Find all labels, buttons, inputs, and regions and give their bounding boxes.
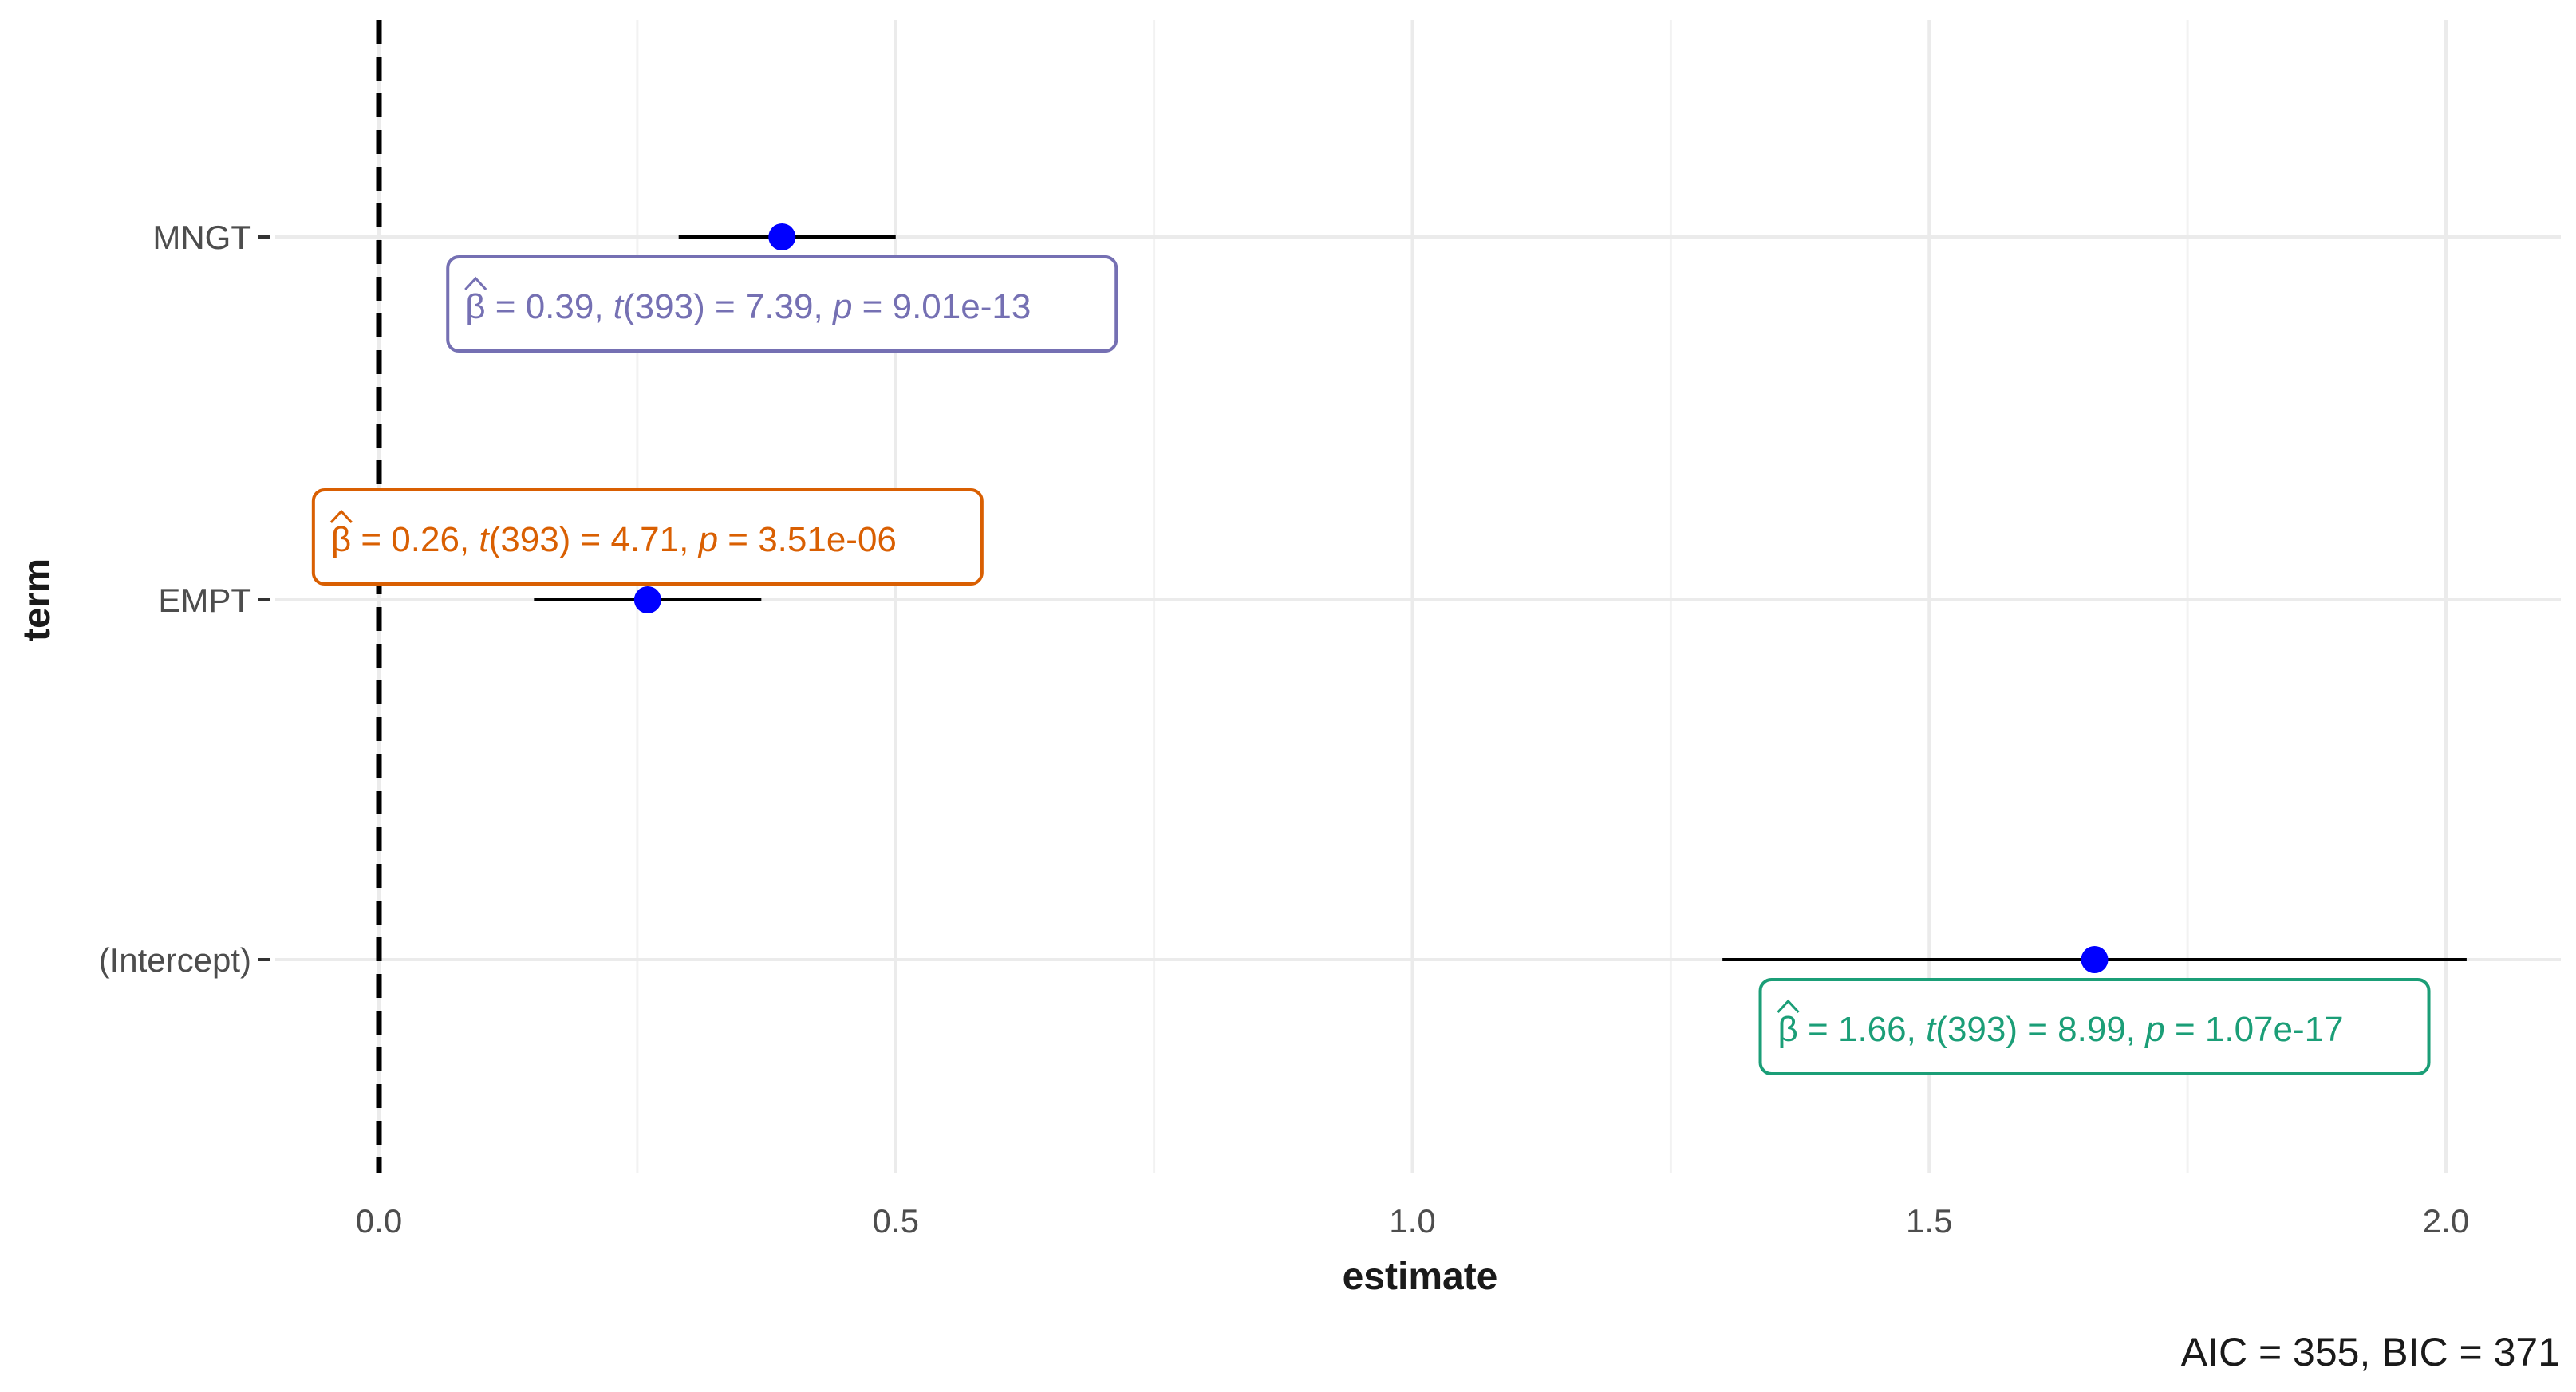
annotation-label-0: β = 0.39, t(393) = 7.39, p = 9.01e-13 [446, 255, 1118, 353]
y-tick-label: EMPT [158, 582, 251, 619]
beta-hat-mark [329, 509, 353, 524]
annotation-text: β = 0.26, t(393) = 4.71, p = 3.51e-06 [331, 520, 897, 559]
axes: 0.0 0.5 1.0 1.5 2.0 MNGT EMPT (Intercept) [99, 219, 2470, 1240]
beta-hat-mark [1777, 999, 1800, 1014]
annotation-box [1758, 978, 2431, 1075]
y-tick-label: MNGT [152, 219, 251, 256]
annotation-label-1: β = 0.26, t(393) = 4.71, p = 3.51e-06 [311, 488, 984, 586]
estimate-point [2081, 946, 2109, 973]
annotation-text: β = 1.66, t(393) = 8.99, p = 1.07e-17 [1778, 1010, 2344, 1049]
x-tick-label: 1.0 [1389, 1202, 1435, 1240]
x-tick-label: 1.5 [1906, 1202, 1952, 1240]
x-tick-label: 0.0 [356, 1202, 402, 1240]
annotation-box [446, 255, 1118, 353]
annotation-box [311, 488, 984, 586]
x-tick-label: 2.0 [2423, 1202, 2469, 1240]
x-axis-title: estimate [1343, 1256, 1498, 1298]
estimate-point [768, 223, 796, 250]
y-tick-label: (Intercept) [99, 941, 251, 979]
annotation-text: β = 0.39, t(393) = 7.39, p = 9.01e-13 [465, 287, 1031, 326]
beta-hat-mark [464, 276, 487, 291]
x-tick-label: 0.5 [873, 1202, 919, 1240]
data-marks [534, 223, 2467, 973]
model-fit-caption: AIC = 355, BIC = 371 [2181, 1330, 2560, 1374]
estimate-point [633, 586, 661, 613]
annotation-labels: β = 0.39, t(393) = 7.39, p = 9.01e-13 β =… [311, 255, 2431, 1075]
y-axis-title: term [16, 558, 58, 641]
annotation-label-2: β = 1.66, t(393) = 8.99, p = 1.07e-17 [1758, 978, 2431, 1075]
